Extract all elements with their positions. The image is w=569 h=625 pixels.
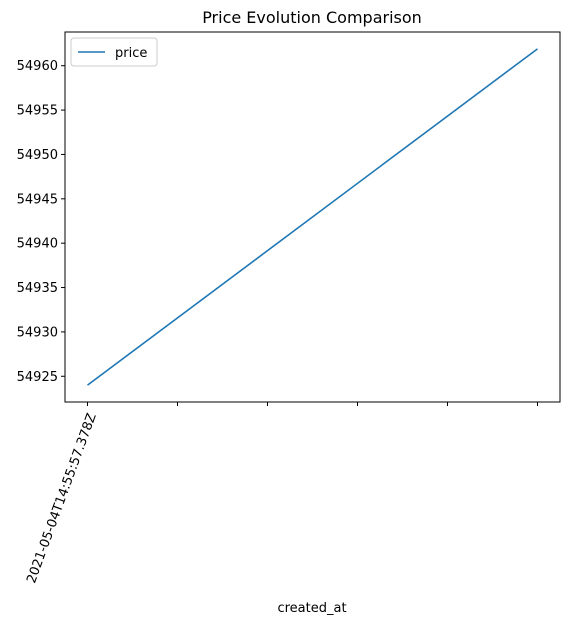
- legend: price: [70, 37, 158, 67]
- chart-title: Price Evolution Comparison: [202, 8, 422, 27]
- plot-area: [64, 31, 561, 403]
- y-axis: 54925 54930 54935 54940 54945 54950 54955 54960: [17, 59, 65, 385]
- x-axis-label: created_at: [277, 601, 346, 616]
- y-tick-label: 54930: [17, 325, 58, 340]
- y-tick-label: 54950: [17, 148, 58, 163]
- y-tick-label: 54940: [17, 237, 58, 252]
- x-tick-label: 2021-05-04T14:55:57.378Z: [24, 411, 100, 585]
- x-axis: 2021-05-04T14:55:57.378Z: [24, 402, 538, 585]
- legend-label-price: price: [115, 46, 147, 61]
- series-layer: [87, 48, 538, 386]
- legend-box: [70, 37, 158, 67]
- y-tick-label: 54960: [17, 59, 58, 74]
- y-tick-label: 54925: [17, 370, 58, 385]
- y-tick-label: 54935: [17, 281, 58, 296]
- y-tick-label: 54945: [17, 192, 58, 207]
- series-line-price: [87, 48, 538, 386]
- y-tick-label: 54955: [17, 104, 58, 119]
